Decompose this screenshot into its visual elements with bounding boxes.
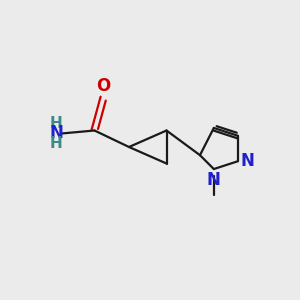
Text: O: O: [96, 77, 111, 95]
Text: H: H: [50, 116, 62, 131]
Text: N: N: [207, 171, 221, 189]
Text: N: N: [240, 152, 254, 170]
Text: H: H: [50, 136, 62, 151]
Text: N: N: [49, 124, 63, 142]
